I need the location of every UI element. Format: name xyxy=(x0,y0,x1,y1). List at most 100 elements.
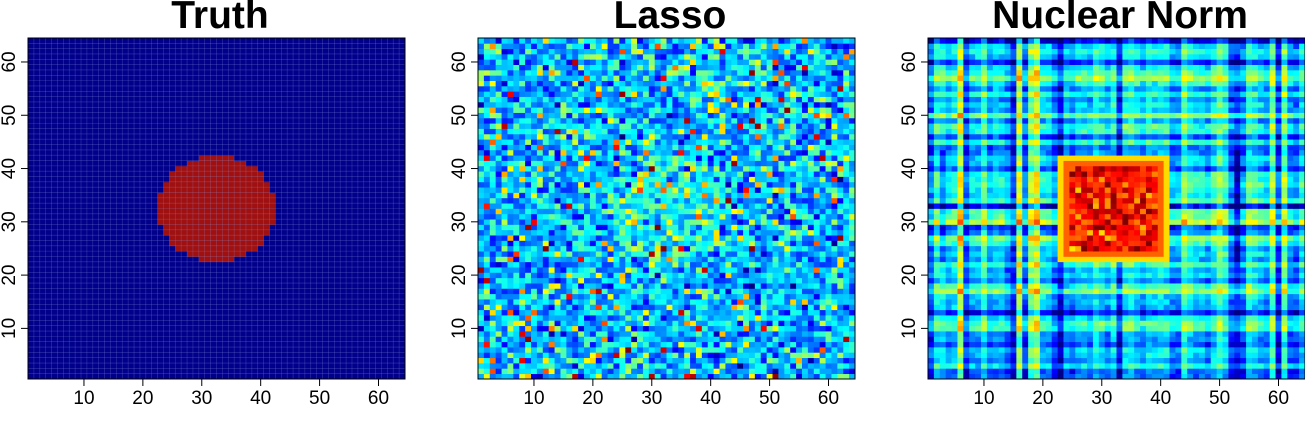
heatmap-cell xyxy=(116,101,123,108)
heatmap-cell xyxy=(684,352,691,359)
heatmap-cell xyxy=(672,325,679,332)
heatmap-cell xyxy=(281,235,288,241)
heatmap-cell xyxy=(790,373,797,380)
heatmap-cell xyxy=(63,149,70,156)
heatmap-cell xyxy=(228,309,235,316)
heatmap-cell xyxy=(257,85,264,92)
heatmap-cell xyxy=(257,139,264,145)
heatmap-cell xyxy=(351,160,359,167)
heatmap-cell xyxy=(298,96,306,103)
heatmap-cell xyxy=(766,325,773,332)
heatmap-cell xyxy=(281,357,288,364)
heatmap-cell xyxy=(151,245,158,252)
heatmap-cell xyxy=(531,325,538,332)
heatmap-cell xyxy=(163,363,170,369)
heatmap-cell xyxy=(234,357,241,364)
heatmap-cell xyxy=(122,309,129,316)
heatmap-cell xyxy=(33,59,41,65)
heatmap-cell xyxy=(157,299,164,305)
heatmap-cell xyxy=(269,123,276,129)
heatmap-cell xyxy=(293,235,300,241)
heatmap-cell xyxy=(33,133,41,140)
heatmap-cell xyxy=(707,315,714,321)
heatmap-cell xyxy=(251,139,259,145)
heatmap-cell xyxy=(192,128,200,135)
heatmap-cell xyxy=(707,357,714,364)
heatmap-cell xyxy=(228,277,235,284)
heatmap-cell xyxy=(772,320,779,327)
heatmap-cell xyxy=(181,293,188,300)
heatmap-cell xyxy=(560,347,567,353)
heatmap-cell xyxy=(269,128,276,135)
heatmap-cell xyxy=(625,352,632,359)
heatmap-cell xyxy=(122,91,129,97)
heatmap-cell xyxy=(316,320,323,327)
heatmap-cell xyxy=(346,176,353,183)
heatmap-cell xyxy=(293,256,300,263)
heatmap-cell xyxy=(98,160,105,167)
heatmap-cell xyxy=(572,373,579,380)
heatmap-cell xyxy=(192,101,200,108)
heatmap-cell xyxy=(234,352,241,359)
heatmap-cell xyxy=(216,181,223,188)
heatmap-cell xyxy=(57,59,64,65)
heatmap-cell xyxy=(387,123,394,129)
heatmap-cell xyxy=(346,336,353,343)
heatmap-cell xyxy=(748,325,756,332)
heatmap-cell xyxy=(157,75,164,81)
heatmap-cell xyxy=(228,160,235,167)
heatmap-cell xyxy=(69,53,76,60)
heatmap-cell xyxy=(204,245,211,252)
heatmap-cell xyxy=(234,101,241,108)
heatmap-cell xyxy=(340,341,347,348)
heatmap-cell xyxy=(81,283,88,289)
heatmap-cell xyxy=(381,69,388,76)
heatmap-cell xyxy=(51,91,58,97)
heatmap-cell xyxy=(387,144,394,151)
heatmap-cell xyxy=(837,357,844,364)
heatmap-cell xyxy=(363,352,371,359)
heatmap-cell xyxy=(281,368,288,375)
heatmap-cell xyxy=(204,53,211,60)
heatmap-cell xyxy=(513,309,520,316)
heatmap-cell xyxy=(92,363,100,369)
heatmap-cell xyxy=(387,53,394,60)
heatmap-cell xyxy=(328,208,335,215)
heatmap-cell xyxy=(86,341,94,348)
heatmap-cell xyxy=(145,160,153,167)
heatmap-cell xyxy=(251,288,259,295)
heatmap-cell xyxy=(92,64,100,71)
heatmap-cell xyxy=(216,235,223,241)
heatmap-cell xyxy=(346,272,353,279)
heatmap-cell xyxy=(369,261,376,268)
heatmap-cell xyxy=(304,288,312,295)
heatmap-cell xyxy=(92,133,100,140)
heatmap-cell xyxy=(33,304,41,311)
heatmap-cell xyxy=(63,101,70,108)
heatmap-cell xyxy=(192,155,200,161)
heatmap-cell xyxy=(375,373,382,380)
heatmap-cell xyxy=(45,165,52,172)
heatmap-cell xyxy=(357,101,365,108)
heatmap-cell xyxy=(322,203,329,209)
heatmap-cell xyxy=(251,304,259,311)
heatmap-cell xyxy=(122,48,129,55)
heatmap-cell xyxy=(346,165,353,172)
heatmap-cell xyxy=(381,181,388,188)
heatmap-cell xyxy=(157,240,164,247)
heatmap-cell xyxy=(363,59,371,65)
heatmap-cell xyxy=(122,144,129,151)
heatmap-cell xyxy=(92,213,100,220)
heatmap-cell xyxy=(281,229,288,236)
heatmap-cell xyxy=(807,352,815,359)
heatmap-cell xyxy=(245,277,253,284)
heatmap-cell xyxy=(192,368,200,375)
heatmap-cell xyxy=(98,213,105,220)
heatmap-cell xyxy=(387,267,394,273)
heatmap-cell xyxy=(731,336,738,343)
heatmap-cell xyxy=(625,320,632,327)
heatmap-cell xyxy=(104,368,111,375)
heatmap-cell xyxy=(128,256,135,263)
heatmap-cell xyxy=(251,208,259,215)
heatmap-cell xyxy=(75,373,82,380)
